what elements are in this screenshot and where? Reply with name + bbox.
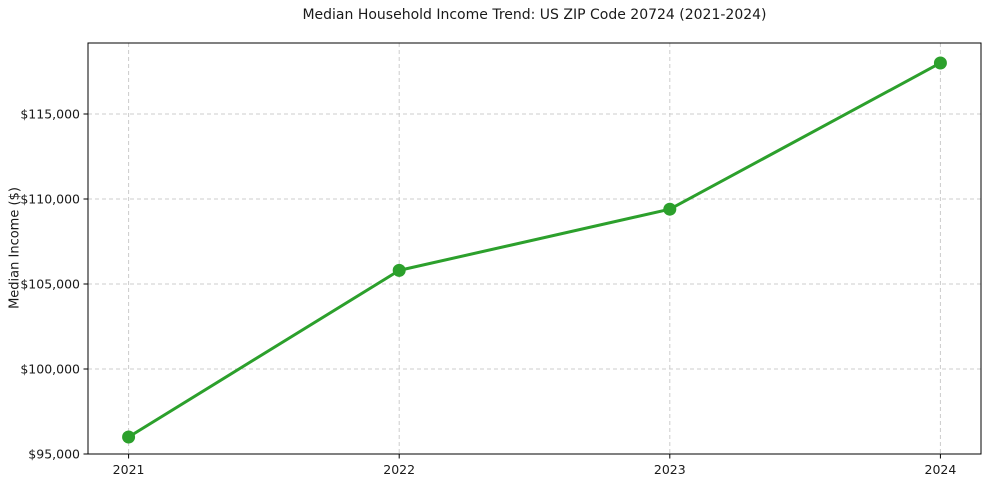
x-tick-label: 2024 <box>925 462 957 477</box>
y-tick-label: $110,000 <box>20 191 80 206</box>
y-tick-label: $95,000 <box>28 447 80 462</box>
y-tick-label: $100,000 <box>20 361 80 376</box>
x-tick-label: 2021 <box>113 462 145 477</box>
y-tick-label: $105,000 <box>20 276 80 291</box>
data-point-marker <box>663 202 677 216</box>
plot-border <box>87 42 982 455</box>
data-point-marker <box>392 263 406 277</box>
y-tick-label: $115,000 <box>20 106 80 121</box>
x-tick-label: 2023 <box>654 462 686 477</box>
data-point-marker <box>933 56 947 70</box>
trend-line <box>127 61 942 439</box>
chart-title: Median Household Income Trend: US ZIP Co… <box>302 7 767 23</box>
x-tick-label: 2022 <box>383 462 415 477</box>
data-point-marker <box>122 430 136 444</box>
